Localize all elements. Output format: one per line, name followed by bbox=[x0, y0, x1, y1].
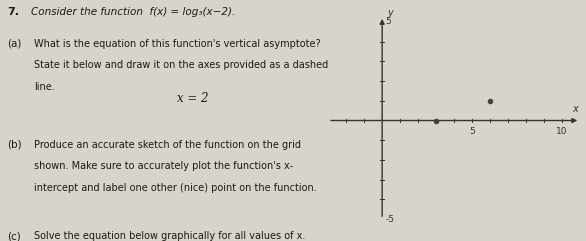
Text: (b): (b) bbox=[7, 140, 22, 150]
Text: x = 2: x = 2 bbox=[177, 92, 208, 105]
Text: -5: -5 bbox=[386, 214, 395, 224]
Text: Produce an accurate sketch of the function on the grid: Produce an accurate sketch of the functi… bbox=[34, 140, 301, 150]
Text: y: y bbox=[387, 8, 393, 18]
Text: 5: 5 bbox=[386, 17, 391, 27]
Text: shown. Make sure to accurately plot the function's x-: shown. Make sure to accurately plot the … bbox=[34, 161, 293, 171]
Text: 5: 5 bbox=[469, 127, 475, 136]
Text: What is the equation of this function's vertical asymptote?: What is the equation of this function's … bbox=[34, 39, 321, 48]
Text: line.: line. bbox=[34, 82, 54, 92]
Text: intercept and label one other (nice) point on the function.: intercept and label one other (nice) poi… bbox=[34, 183, 317, 193]
Text: Solve the equation below graphically for all values of x.: Solve the equation below graphically for… bbox=[34, 231, 305, 241]
Text: Consider the function  f(x) = log₃(x−2).: Consider the function f(x) = log₃(x−2). bbox=[30, 7, 235, 17]
Text: x: x bbox=[573, 104, 578, 114]
Text: 10: 10 bbox=[556, 127, 568, 136]
Text: (c): (c) bbox=[7, 231, 21, 241]
Text: (a): (a) bbox=[7, 39, 21, 48]
Text: 7.: 7. bbox=[7, 7, 19, 17]
Text: State it below and draw it on the axes provided as a dashed: State it below and draw it on the axes p… bbox=[34, 60, 328, 70]
